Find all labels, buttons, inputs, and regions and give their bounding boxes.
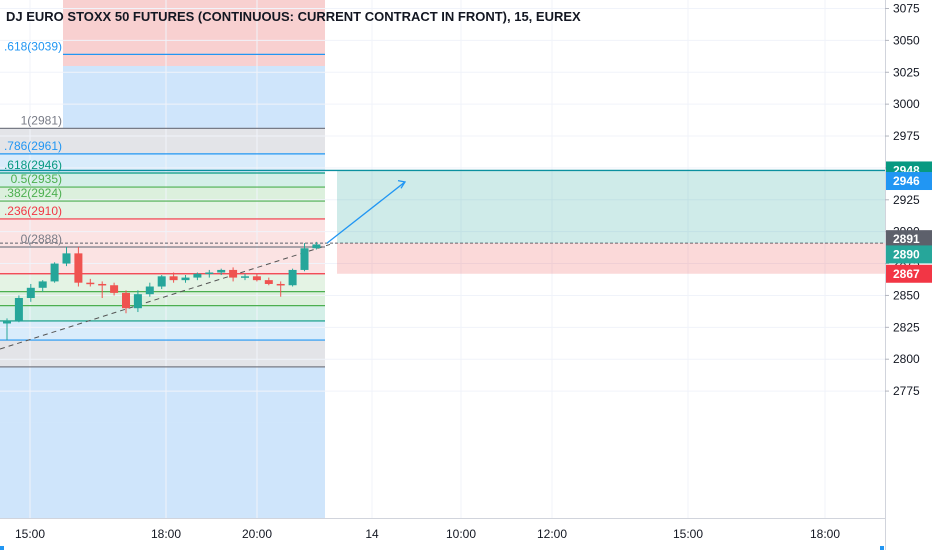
fib-zone-low-0 (0, 246, 325, 274)
fib-zone-bottom (0, 422, 325, 518)
candle-body (110, 285, 119, 293)
fib-lines (0, 53, 885, 368)
trend-lines (0, 180, 407, 350)
time-tick-label: 18:00 (810, 527, 840, 541)
fib-zone-3 (0, 187, 325, 202)
time-axis-bg (0, 518, 885, 550)
candle-body (50, 263, 59, 282)
candle-body (169, 276, 178, 281)
dashed-trend-line (0, 243, 331, 350)
fib-zone-low-4 (0, 320, 325, 341)
price-tag-label: 2890 (893, 247, 920, 261)
price-tick-label: 3050 (893, 33, 920, 47)
candle-body (14, 297, 23, 321)
candle-body (217, 269, 226, 273)
candle-body (98, 283, 107, 286)
target-zone[interactable] (337, 170, 885, 244)
fib-zone-5 (0, 218, 325, 247)
fib-label: 1(2981) (21, 113, 62, 127)
price-tag-label: 2891 (893, 232, 920, 246)
fib-zone-blue-upper (63, 66, 325, 129)
candlesticks (3, 241, 321, 341)
candle-body (86, 282, 95, 285)
price-tag-label: 2946 (893, 174, 920, 188)
time-axis[interactable]: 15:00 18:00 20:00 14 10:00 12:00 15:00 18:00 (0, 518, 885, 550)
fib-label: .786(2961) (4, 139, 62, 153)
fib-label: 0.5(2935) (11, 172, 62, 186)
candle-body (62, 253, 71, 264)
price-tag (886, 172, 932, 191)
candle-body (3, 320, 11, 324)
fib-zone-low-5 (0, 340, 325, 367)
time-tick-label: 20:00 (242, 527, 272, 541)
price-axis[interactable]: 2775280028252850287529002925295029753000… (885, 0, 932, 550)
time-tick-label: 14 (365, 527, 379, 541)
fib-zones (0, 0, 325, 518)
fib-zone-low-2 (0, 291, 325, 306)
price-tag-label: 2867 (893, 267, 920, 281)
fib-zone-2 (0, 173, 325, 188)
price-tag (886, 245, 932, 264)
price-tick-label: 2975 (893, 129, 920, 143)
fib-zone-low-6 (0, 366, 325, 423)
candle-body (145, 286, 154, 295)
price-tick-label: 2775 (893, 384, 920, 398)
time-tick-label: 15:00 (15, 527, 45, 541)
time-marker (880, 546, 884, 550)
time-tick-label: 12:00 (537, 527, 567, 541)
price-tag (886, 264, 932, 283)
candle-body (181, 277, 190, 281)
long-position-tool[interactable] (337, 170, 885, 274)
candle-body (300, 248, 309, 270)
fib-zone-4 (0, 201, 325, 219)
price-tick-label: 2925 (893, 193, 920, 207)
time-tick-label: 10:00 (446, 527, 476, 541)
price-tick-label: 3000 (893, 97, 920, 111)
candle-body (205, 272, 214, 274)
fib-label: .618(3039) (4, 39, 62, 53)
time-tick-label: 15:00 (673, 527, 703, 541)
time-tick-label: 18:00 (151, 527, 181, 541)
candle-body (74, 253, 83, 283)
candle-body (288, 269, 297, 286)
candle-body (133, 294, 142, 309)
time-marker (0, 546, 4, 550)
candle-body (276, 283, 285, 286)
stop-zone[interactable] (337, 243, 885, 274)
candle-body (312, 244, 321, 249)
candle-body (252, 276, 261, 281)
price-tick-label: 2800 (893, 352, 920, 366)
fib-label: .618(2946) (4, 158, 62, 172)
price-tick-label: 2850 (893, 288, 920, 302)
price-tick-label: 3025 (893, 65, 920, 79)
arrow-head-icon (397, 180, 407, 189)
fib-zone-0 (0, 128, 325, 154)
candle-body (241, 276, 249, 278)
chart-title: DJ EURO STOXX 50 FUTURES (CONTINUOUS: CU… (6, 9, 581, 24)
fib-label: .382(2924) (4, 186, 62, 200)
fib-label: 0(2888) (21, 232, 62, 246)
fib-labels: .618(3039) 1(2981) .786(2961) .618(2946)0.5… (4, 39, 62, 246)
projection-arrow (326, 181, 406, 244)
candle-body (26, 287, 35, 298)
fib-label: .236(2910) (4, 204, 62, 218)
fib-zone-low-3 (0, 305, 325, 321)
candle-body (157, 276, 166, 287)
price-tick-label: 3075 (893, 2, 920, 16)
candle-body (264, 280, 273, 284)
price-tick-label: 2825 (893, 320, 920, 334)
candle-body (38, 281, 47, 288)
grid-lines (0, 0, 885, 518)
candle-body (229, 269, 238, 278)
price-tag (886, 230, 932, 249)
candle-body (193, 273, 202, 278)
candle-body (122, 292, 130, 309)
